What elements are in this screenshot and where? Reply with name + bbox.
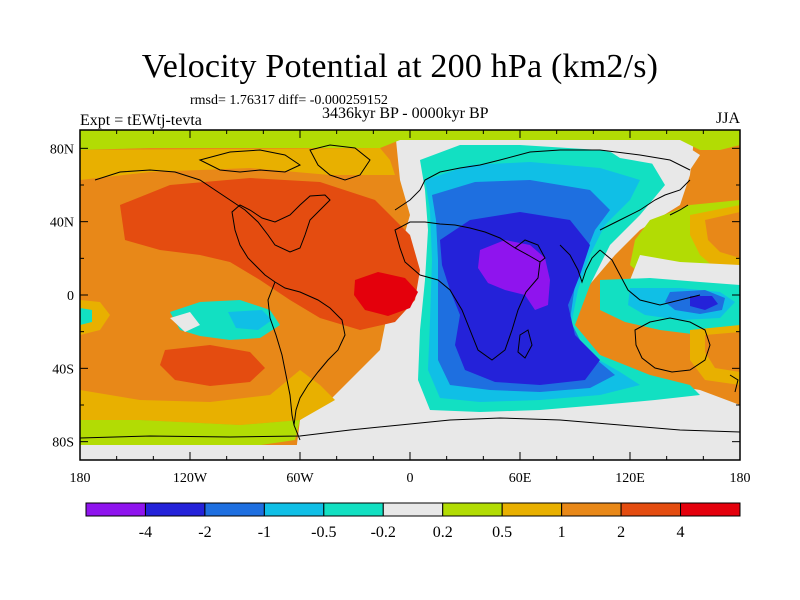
- coastline-india: [559, 244, 601, 284]
- contour-band-orange-east-south: [705, 332, 740, 372]
- contour-band-red-north-atlantic: [120, 178, 420, 330]
- coastline-antarctica: [80, 417, 740, 439]
- y-tick-label: 80S: [52, 436, 74, 451]
- coastline-south-america-west: [267, 281, 295, 426]
- colorbar-label: 0.2: [433, 524, 453, 541]
- colorbar-swatch: [442, 502, 503, 517]
- colorbar-label: 0.5: [492, 524, 512, 541]
- contour-band-max-equatorial-atlantic: [354, 272, 418, 316]
- x-tick-label: 180: [730, 471, 751, 486]
- experiment-label: Expt = tEWtj-tevta: [80, 112, 202, 129]
- coastline-south-america: [274, 281, 346, 441]
- contour-band-yellow-south: [80, 370, 335, 425]
- colorbar-swatch: [323, 502, 384, 517]
- colorbar-swatch: [680, 502, 741, 517]
- contour-band-orange-east-pacific: [705, 212, 740, 258]
- contour-fill-layer: [80, 130, 740, 460]
- period-label: 3436kyr BP - 0000kyr BP: [322, 105, 489, 122]
- y-tick-label: 40S: [52, 362, 74, 377]
- contour-band-west-pacific-blue: [228, 310, 272, 330]
- y-tick-label: 0: [67, 289, 74, 304]
- coastline-africa: [394, 221, 541, 361]
- coastline-arctic-canada: [198, 149, 302, 173]
- x-tick-label: 60W: [286, 471, 314, 486]
- x-tick-label: 60E: [509, 471, 532, 486]
- colorbar-swatch: [501, 502, 563, 517]
- y-tick-label: 80N: [50, 142, 74, 157]
- colorbar-swatch: [144, 502, 206, 517]
- colorbar-swatch: [204, 502, 265, 517]
- coastlines: [80, 144, 740, 441]
- contour-band-red-south-pacific: [160, 345, 265, 386]
- contour-band-west-pacific-gray: [170, 312, 200, 332]
- colorbar-label: 1: [558, 524, 566, 541]
- x-tick-label: 180: [70, 471, 91, 486]
- rmsd-diff-stats: rmsd= 1.76317 diff= -0.000259152: [190, 93, 388, 108]
- contour-band-yellow-north: [80, 148, 395, 180]
- colorbar-label: -1: [258, 524, 271, 541]
- coastline-europe: [394, 149, 691, 211]
- y-tick-label: 40N: [50, 216, 74, 231]
- colorbar-label: -2: [198, 524, 211, 541]
- coastline-new-zealand: [729, 374, 739, 393]
- coastline-arabia: [514, 239, 546, 263]
- coastline-east-asia: [599, 179, 691, 231]
- colorbar-swatch: [620, 502, 682, 517]
- colorbar-label: -0.2: [371, 524, 396, 541]
- colorbar-swatch: [561, 502, 622, 517]
- colorbar: -4 -2 -1 -0.5 -0.2 0.2 0.5 1 2 4: [85, 502, 741, 541]
- contour-band-teal-west-edge: [80, 308, 92, 325]
- coastline-australia: [634, 317, 711, 373]
- colorbar-swatch: [263, 502, 325, 517]
- colorbar-label: -0.5: [311, 524, 336, 541]
- coastline-japan: [669, 204, 689, 216]
- coastline-north-america: [94, 169, 331, 283]
- x-tick-label: 0: [407, 471, 414, 486]
- colorbar-swatch: [382, 502, 444, 517]
- coastline-southeast-asia: [599, 249, 701, 306]
- colorbar-label: 4: [677, 524, 685, 541]
- contour-band-west-pacific-teal: [170, 300, 280, 340]
- plot-title: Velocity Potential at 200 hPa (km2/s): [141, 48, 659, 85]
- contour-band-yellow-west-edge: [80, 300, 110, 335]
- colorbar-swatch: [85, 502, 146, 517]
- coastline-greenland: [309, 144, 371, 181]
- contour-band-lime-south: [80, 420, 300, 448]
- season-label: JJA: [715, 110, 740, 127]
- coastline-madagascar: [517, 329, 533, 359]
- colorbar-label: 2: [617, 524, 625, 541]
- x-tick-label: 120E: [615, 471, 645, 486]
- colorbar-label: -4: [139, 524, 152, 541]
- x-tick-label: 120W: [173, 471, 208, 486]
- axis-ticks: 180 120W 60W 0 60E 120E 180 80N 40N 0 40S 80S: [50, 130, 751, 486]
- contour-band-lime-north: [80, 130, 740, 150]
- contour-band-dark-blue-warm-pool: [690, 296, 718, 310]
